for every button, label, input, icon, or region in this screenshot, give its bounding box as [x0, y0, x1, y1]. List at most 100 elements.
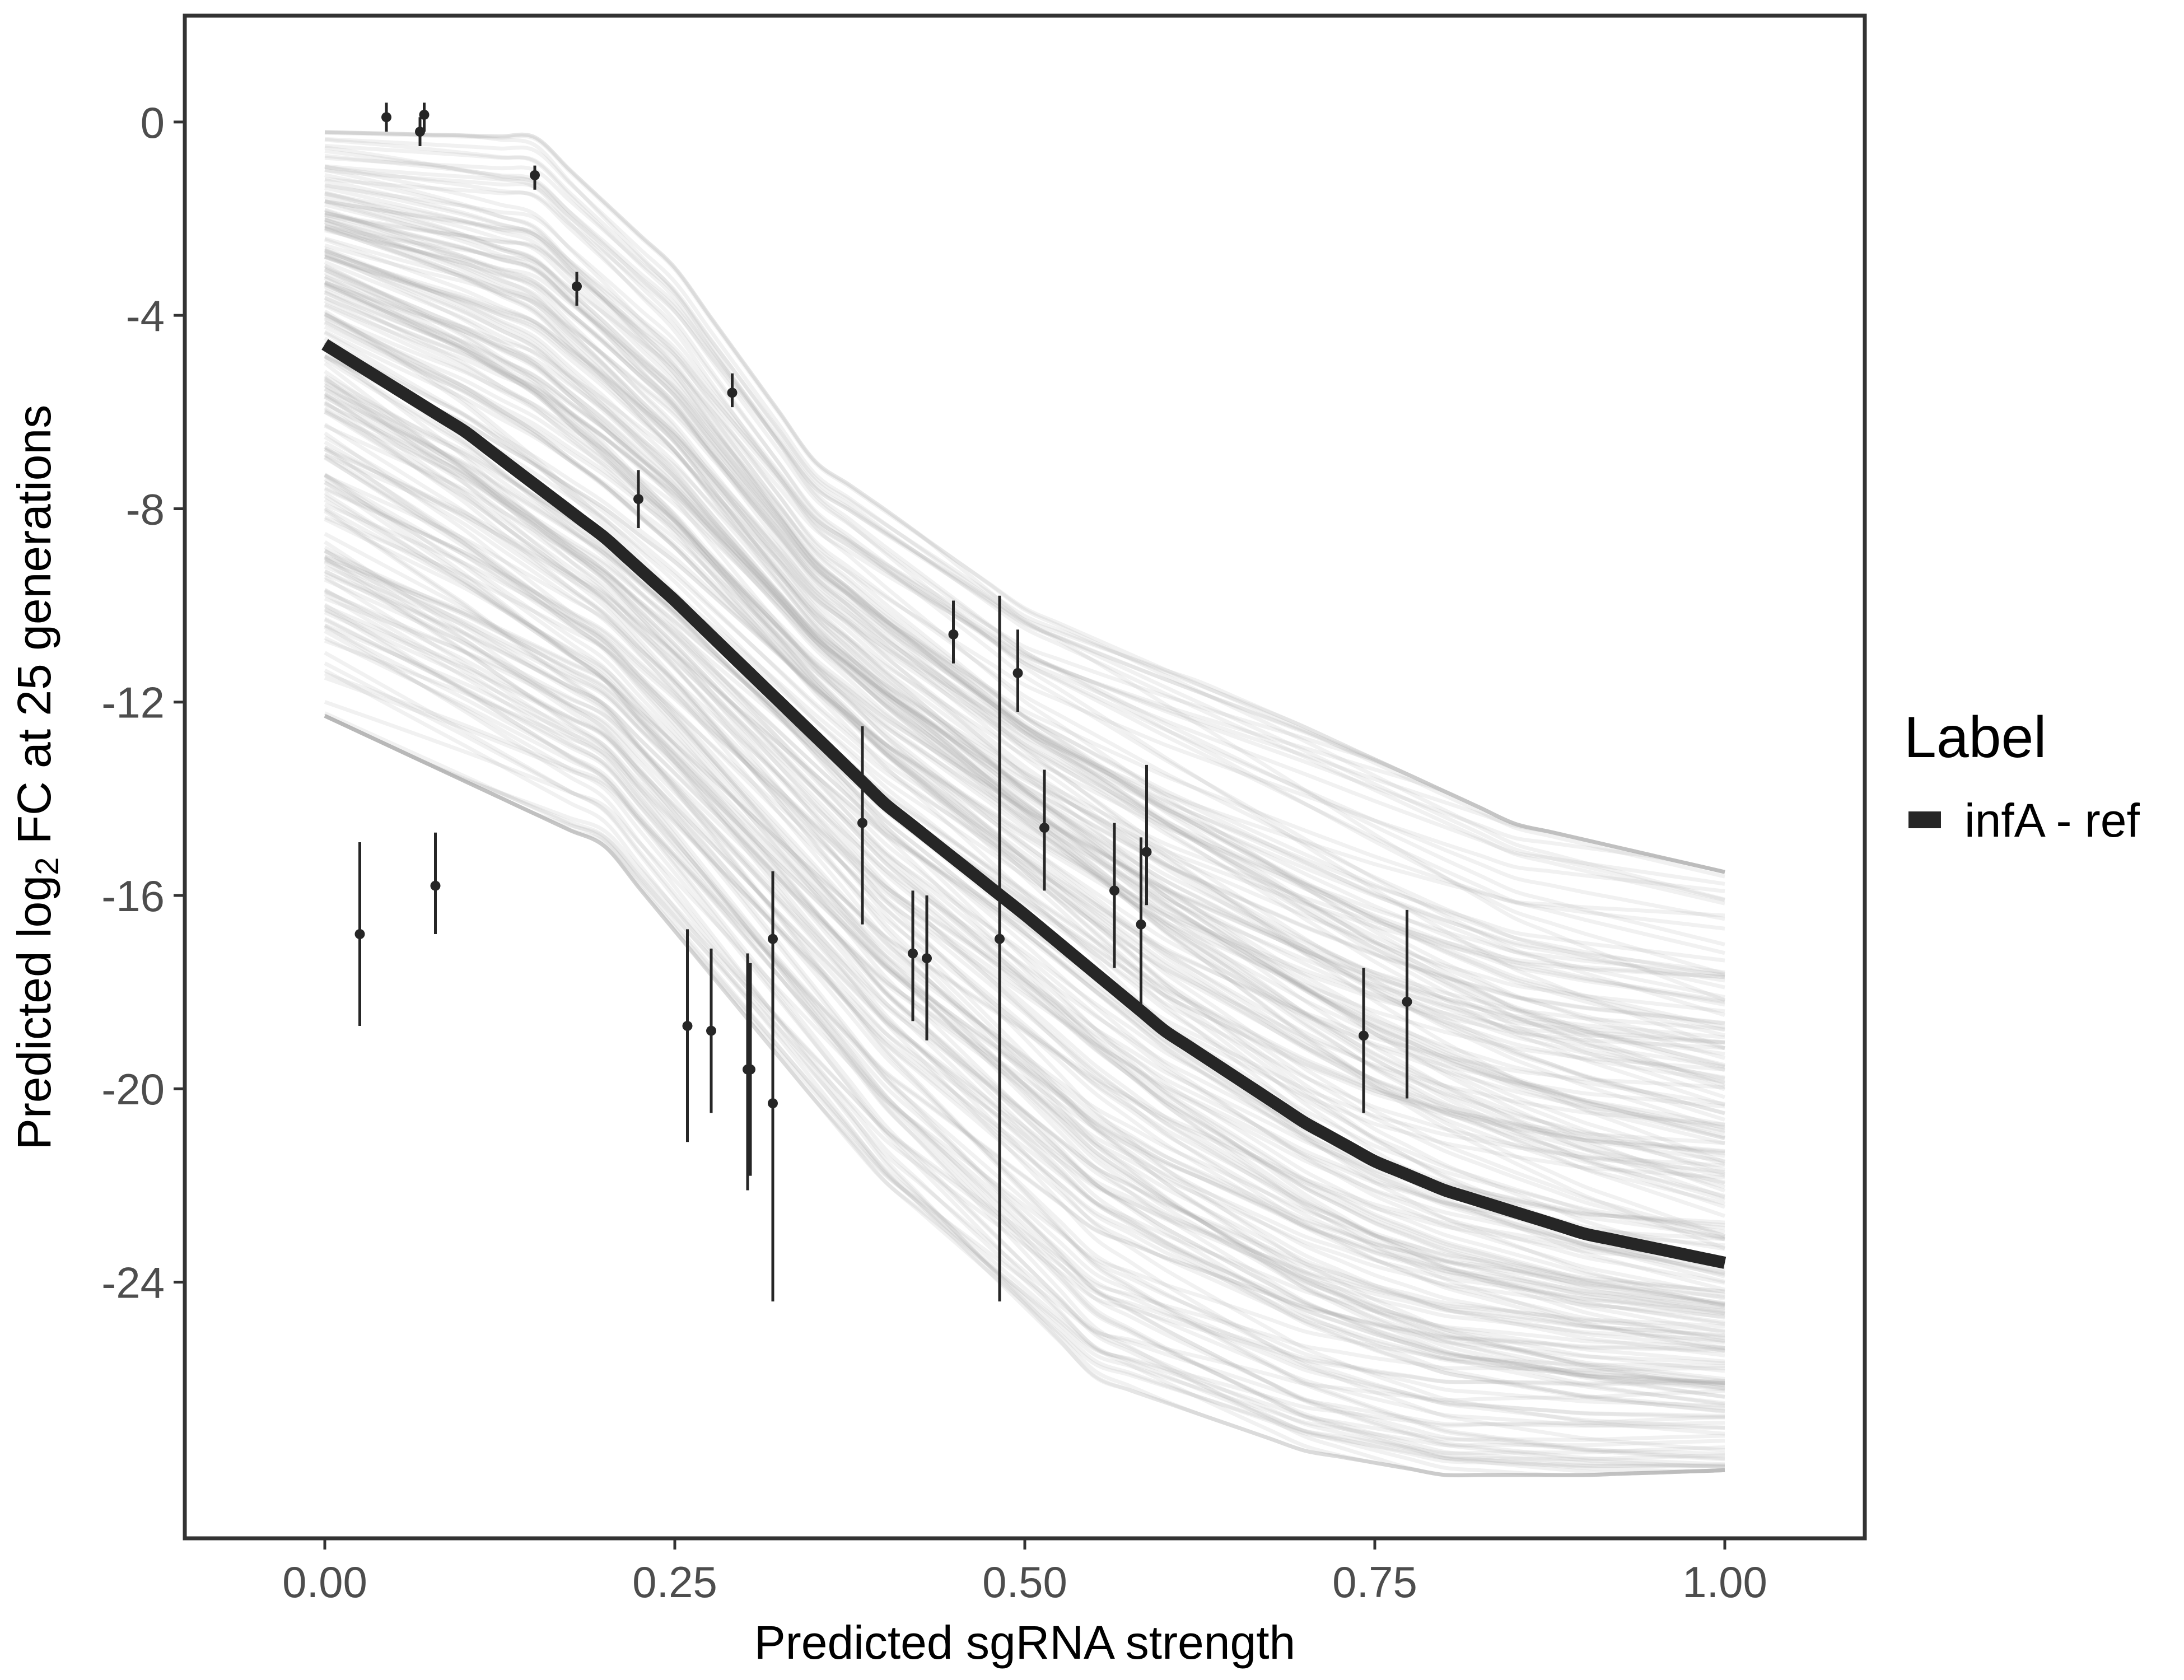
posterior-draw-line [324, 445, 1725, 1414]
posterior-draw-line [324, 182, 1725, 1060]
posterior-draw-line [324, 177, 1725, 874]
y-axis-title: Predicted log2 FC at 25 generations [8, 405, 66, 1150]
posterior-draw-line [324, 636, 1725, 1418]
posterior-draw-line [324, 456, 1725, 1357]
posterior-draw-line [324, 130, 1725, 879]
posterior-draw-line [324, 377, 1725, 1301]
posterior-draw-line [324, 255, 1725, 1146]
data-points [354, 102, 1412, 1302]
posterior-draw-line [324, 255, 1725, 974]
data-point [948, 629, 959, 640]
posterior-draw-line [324, 226, 1725, 1166]
posterior-draw-line [324, 651, 1725, 1478]
posterior-draw-line [324, 623, 1725, 1350]
posterior-draw-line [324, 288, 1725, 1084]
legend-label: infA - ref [1964, 794, 2140, 847]
posterior-draw-line [324, 220, 1726, 1238]
posterior-draw-line [324, 608, 1725, 1337]
posterior-draw-line [324, 517, 1725, 1317]
posterior-draw-line [324, 217, 1725, 1051]
posterior-draw-line [324, 554, 1725, 1268]
posterior-draw-line [324, 455, 1725, 1387]
posterior-draw-line [324, 210, 1725, 1029]
posterior-draw-line [324, 714, 1725, 1428]
posterior-draw-line [324, 570, 1725, 1319]
posterior-draw-line [324, 378, 1725, 1315]
posterior-draw-line [324, 506, 1725, 1350]
posterior-draw-line [324, 714, 1725, 1387]
y-tick-label: 0 [141, 98, 165, 147]
data-point [354, 929, 365, 940]
posterior-draw-line [324, 268, 1725, 1133]
posterior-draw-line [324, 590, 1725, 1333]
posterior-draw-line [324, 251, 1725, 1189]
posterior-draw-line [324, 145, 1726, 1088]
posterior-draw-line [324, 280, 1725, 1238]
posterior-draw-line [324, 395, 1725, 1312]
data-point [1402, 996, 1412, 1007]
posterior-draw-line [324, 515, 1725, 1242]
posterior-draw-line [324, 617, 1725, 1420]
posterior-draw-line [324, 554, 1725, 1294]
data-point [415, 127, 425, 137]
posterior-draw-line [324, 575, 1725, 1473]
legend-key-infa-ref [1908, 811, 1941, 828]
data-point [1039, 823, 1049, 833]
posterior-draw-line [324, 183, 1725, 921]
posterior-draw-line [324, 406, 1725, 1307]
posterior-draw-line [324, 494, 1725, 1392]
plot-panel-border [183, 13, 1867, 1541]
posterior-draw-line [324, 714, 1725, 1448]
posterior-draw-line [324, 185, 1725, 1085]
posterior-draw-line [324, 316, 1725, 1158]
posterior-draw-line [324, 447, 1725, 1383]
posterior-draw-line [324, 424, 1725, 1145]
posterior-draw-line [324, 473, 1725, 1345]
posterior-draw-line [324, 676, 1725, 1352]
posterior-draw-line [324, 393, 1725, 1155]
posterior-draw-line [324, 380, 1725, 1127]
posterior-draw-line [324, 480, 1725, 1305]
posterior-draw-line [324, 248, 1725, 1202]
posterior-draw-line [324, 217, 1726, 1177]
posterior-draw-line [324, 250, 1725, 1003]
posterior-draw-line [324, 130, 1726, 1002]
posterior-draw-line [324, 266, 1725, 1172]
posterior-draw-line [324, 137, 1725, 902]
data-point [908, 948, 918, 959]
posterior-draw-line [323, 370, 1725, 1350]
posterior-draw-line [324, 625, 1725, 1430]
posterior-draw-line [324, 199, 1726, 1131]
posterior-draw-line [324, 480, 1725, 1436]
posterior-draw-line [324, 299, 1725, 1127]
posterior-draw-line [324, 191, 1725, 990]
posterior-draw-line [324, 472, 1725, 1413]
posterior-draw-line [324, 199, 1725, 1068]
posterior-draw-line [324, 569, 1725, 1387]
x-tick-label: 0.25 [632, 1557, 717, 1607]
posterior-draw-line [324, 498, 1725, 1390]
posterior-draw-line [324, 207, 1726, 1200]
posterior-draw-line [324, 623, 1725, 1478]
fit-curve-infa-ref [321, 339, 1726, 1269]
posterior-draw-line [324, 410, 1725, 1154]
posterior-draw-line [324, 270, 1725, 1135]
posterior-draw-line [324, 383, 1725, 1285]
posterior-draw-line [324, 281, 1725, 1198]
posterior-draw-line [324, 153, 1725, 946]
posterior-draw-line [324, 329, 1725, 1045]
posterior-draws [323, 130, 1726, 1478]
posterior-draw-line [324, 435, 1725, 1315]
posterior-draw-line [324, 165, 1725, 955]
data-point [381, 112, 391, 123]
posterior-draw-line [324, 671, 1725, 1354]
posterior-draw-line [324, 354, 1725, 1045]
posterior-draw-line [324, 477, 1725, 1373]
posterior-draw-line [324, 227, 1725, 1116]
posterior-draw-line [324, 302, 1725, 979]
posterior-draw-line [324, 559, 1725, 1306]
posterior-draw-line [324, 203, 1725, 1038]
posterior-draw-line [324, 386, 1725, 1308]
data-point [995, 934, 1005, 944]
y-tick-label: -12 [101, 678, 165, 727]
